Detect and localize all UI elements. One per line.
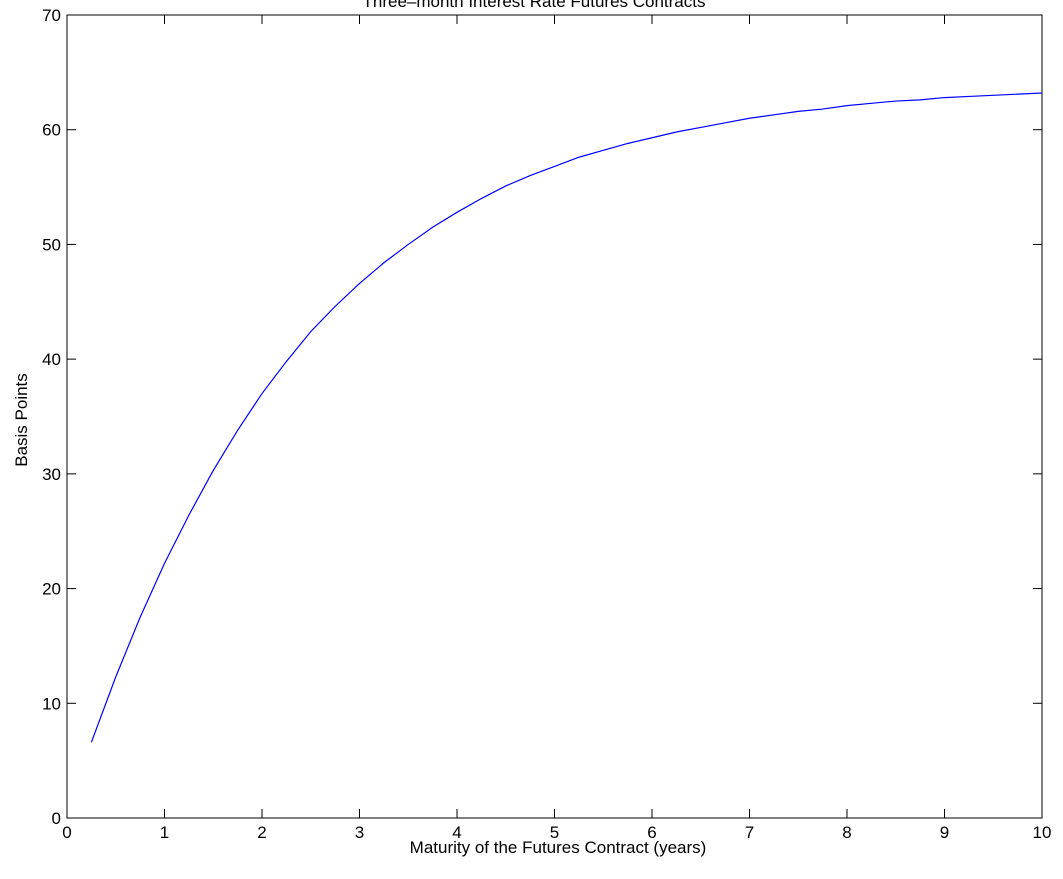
- y-axis-label: Basis Points: [12, 373, 31, 467]
- y-tick-label: 20: [42, 580, 61, 599]
- x-tick-label: 7: [745, 823, 754, 842]
- x-tick-label: 0: [62, 823, 71, 842]
- x-tick-label: 2: [257, 823, 266, 842]
- y-tick-label: 70: [42, 6, 61, 25]
- y-tick-label: 30: [42, 465, 61, 484]
- x-tick-label: 10: [1033, 823, 1052, 842]
- y-tick-label: 60: [42, 121, 61, 140]
- y-tick-label: 10: [42, 694, 61, 713]
- x-tick-label: 6: [647, 823, 656, 842]
- y-tick-label: 0: [52, 809, 61, 828]
- x-tick-label: 5: [550, 823, 559, 842]
- x-tick-label: 8: [842, 823, 851, 842]
- x-tick-label: 3: [355, 823, 364, 842]
- y-tick-label: 50: [42, 235, 61, 254]
- series-group: [90, 92, 1043, 743]
- chart-title: Three–month Interest Rate Futures Contra…: [363, 0, 706, 11]
- series-line-0: [90, 92, 1043, 743]
- ticks: 0 1 2 3 4 5 6 7 8 9 10 0 10 20 30 40 50 60 70: [42, 6, 1051, 842]
- x-tick-label: 1: [160, 823, 169, 842]
- x-axis-label: Maturity of the Futures Contract (years): [410, 838, 707, 857]
- x-tick-label: 9: [940, 823, 949, 842]
- x-tick-label: 4: [452, 823, 461, 842]
- y-tick-label: 40: [42, 350, 61, 369]
